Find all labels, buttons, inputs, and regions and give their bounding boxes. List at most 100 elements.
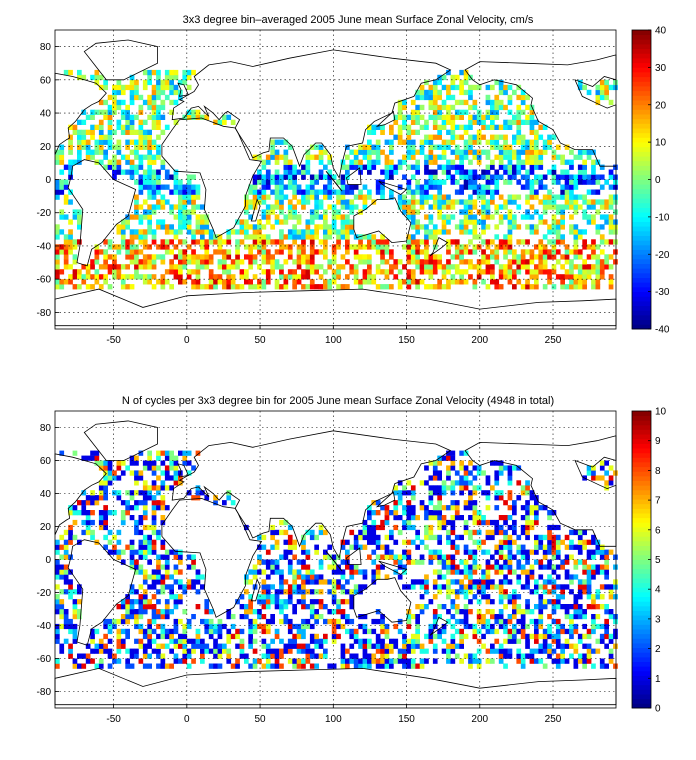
bin-cell: [362, 149, 368, 155]
bin-cell: [498, 495, 504, 501]
bin-cell: [534, 658, 539, 664]
bin-cell: [406, 184, 412, 190]
bin-cell: [134, 229, 139, 235]
bin-cell: [542, 144, 548, 150]
bin-cell: [542, 234, 548, 240]
bin-cell: [138, 154, 144, 160]
colorbar-tick-label: 10: [655, 138, 667, 149]
bin-cell: [516, 169, 522, 175]
bin-cell: [261, 244, 267, 250]
bin-cell: [498, 465, 504, 471]
bin-cell: [472, 559, 478, 565]
bin-cell: [244, 269, 249, 275]
bin-cell: [173, 69, 179, 76]
bin-cell: [498, 264, 504, 270]
bin-cell: [503, 623, 508, 630]
bin-cell: [362, 663, 368, 669]
bin-cell: [230, 500, 236, 506]
bin-cell: [397, 104, 403, 111]
bin-cell: [358, 239, 363, 245]
bin-cell: [472, 179, 478, 185]
bin-cell: [151, 69, 157, 76]
bin-cell: [551, 599, 557, 605]
bin-cell: [261, 254, 267, 260]
bin-cell: [156, 199, 161, 205]
bin-cell: [520, 109, 526, 115]
bin-cell: [410, 164, 416, 170]
bin-cell: [327, 609, 333, 615]
bin-cell: [103, 623, 108, 630]
bin-cell: [463, 204, 469, 210]
bin-cell: [410, 663, 416, 669]
bin-cell: [274, 559, 280, 565]
bin-cell: [283, 164, 289, 170]
bin-cell: [459, 628, 464, 635]
bin-cell: [261, 663, 267, 669]
bin-cell: [116, 124, 122, 130]
bin-cell: [72, 519, 78, 526]
bin-cell: [77, 139, 82, 145]
bin-cell: [129, 599, 135, 605]
bin-cell: [476, 134, 482, 140]
bin-cell: [142, 609, 148, 615]
bin-cell: [608, 609, 614, 615]
bin-cell: [573, 174, 579, 180]
bin-cell: [248, 609, 253, 615]
bin-cell: [463, 623, 469, 630]
bin-cell: [534, 279, 539, 285]
bin-cell: [125, 254, 130, 260]
bin-cell: [591, 628, 596, 635]
bin-cell: [472, 224, 478, 230]
bin-cell: [169, 269, 174, 275]
bin-cell: [367, 159, 372, 165]
bin-cell: [186, 490, 192, 496]
bin-cell: [248, 189, 253, 195]
bin-cell: [305, 549, 311, 555]
bin-cell: [217, 274, 223, 280]
bin-cell: [169, 189, 174, 195]
bin-cell: [432, 470, 438, 476]
bin-cell: [573, 564, 579, 570]
bin-cell: [525, 139, 530, 145]
bin-cell: [77, 274, 82, 280]
bin-cell: [595, 94, 601, 101]
bin-cell: [239, 648, 245, 654]
bin-cell: [142, 574, 148, 580]
bin-cell: [529, 114, 535, 120]
bin-cell: [331, 559, 337, 565]
bin-cell: [534, 604, 539, 610]
bin-cell: [410, 515, 416, 521]
bin-cell: [274, 599, 280, 605]
bin-cell: [182, 224, 188, 230]
colorbar-segment: [632, 118, 651, 124]
bin-cell: [217, 643, 223, 649]
bin-cell: [85, 144, 91, 150]
bin-cell: [138, 214, 144, 220]
bin-cell: [169, 609, 174, 615]
bin-cell: [428, 254, 434, 260]
bin-cell: [459, 475, 464, 481]
bin-cell: [235, 643, 240, 649]
bin-cell: [582, 653, 587, 659]
bin-cell: [613, 554, 618, 560]
bin-cell: [419, 184, 425, 190]
bin-cell: [112, 89, 117, 96]
bin-cell: [586, 470, 592, 476]
bin-cell: [459, 114, 464, 120]
bin-cell: [134, 653, 139, 659]
bin-cell: [160, 204, 166, 210]
bin-cell: [498, 515, 504, 521]
bin-cell: [375, 189, 381, 195]
bin-cell: [142, 239, 148, 245]
bin-cell: [573, 264, 579, 270]
bin-cell: [551, 579, 557, 585]
bin-cell: [178, 264, 183, 270]
bin-cell: [296, 259, 302, 265]
bin-cell: [173, 84, 179, 91]
bin-cell: [235, 633, 240, 640]
bin-cell: [103, 643, 108, 649]
bin-cell: [371, 244, 377, 250]
bin-cell: [182, 638, 188, 644]
bin-cell: [301, 574, 306, 580]
